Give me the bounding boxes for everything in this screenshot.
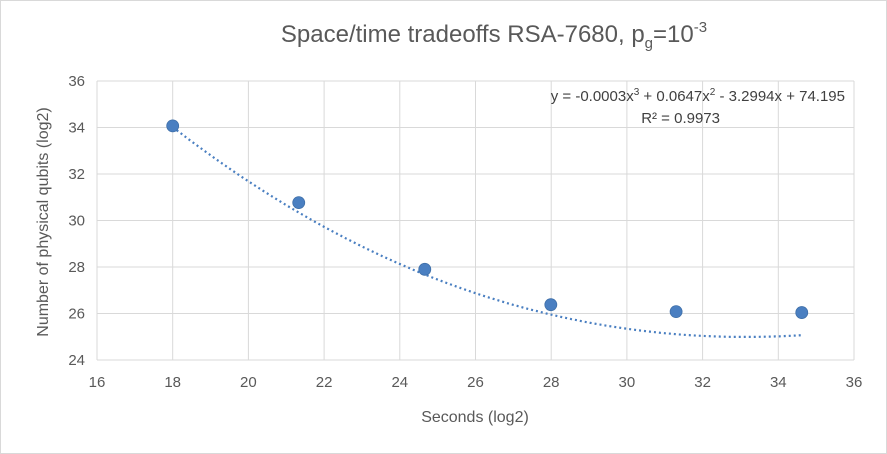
y-axis-title: Number of physical qubits (log2) (35, 107, 52, 336)
x-axis-title: Seconds (log2) (421, 409, 529, 426)
data-point (292, 196, 306, 209)
y-tick-label: 26 (68, 306, 85, 323)
gridlines (96, 80, 855, 361)
data-point (166, 119, 180, 133)
data-point (418, 262, 432, 276)
x-tick-label: 32 (694, 374, 711, 391)
data-points (166, 119, 809, 319)
x-tick-label: 28 (543, 374, 560, 391)
x-tick-label: 16 (89, 374, 106, 391)
data-point (544, 298, 558, 312)
x-tick-label: 20 (240, 374, 257, 391)
x-tick-label: 30 (619, 374, 636, 391)
y-tick-labels: 24 26 28 30 32 34 36 (68, 73, 85, 369)
x-tick-label: 26 (467, 374, 484, 391)
x-tick-label: 36 (846, 374, 863, 391)
x-tick-labels: 16 18 20 22 24 26 28 30 32 34 36 (89, 374, 863, 391)
y-tick-label: 34 (68, 120, 85, 137)
x-tick-label: 34 (770, 374, 787, 391)
y-tick-label: 32 (68, 166, 85, 183)
x-tick-label: 24 (391, 374, 408, 391)
x-tick-label: 22 (316, 374, 333, 391)
y-tick-label: 36 (68, 73, 85, 90)
trendline (172, 126, 802, 338)
trendline-equation: y = -0.0003x3 + 0.0647x2 - 3.2994x + 74.… (551, 87, 845, 105)
y-tick-label: 28 (68, 259, 85, 276)
x-tick-label: 18 (164, 374, 181, 391)
r-squared-label: R² = 0.9973 (641, 110, 720, 127)
chart-title: Space/time tradeoffs RSA-7680, pg=10-3 (281, 19, 707, 52)
y-tick-label: 30 (68, 213, 85, 230)
data-point (669, 305, 683, 319)
y-tick-label: 24 (68, 352, 85, 369)
data-point (795, 306, 809, 319)
